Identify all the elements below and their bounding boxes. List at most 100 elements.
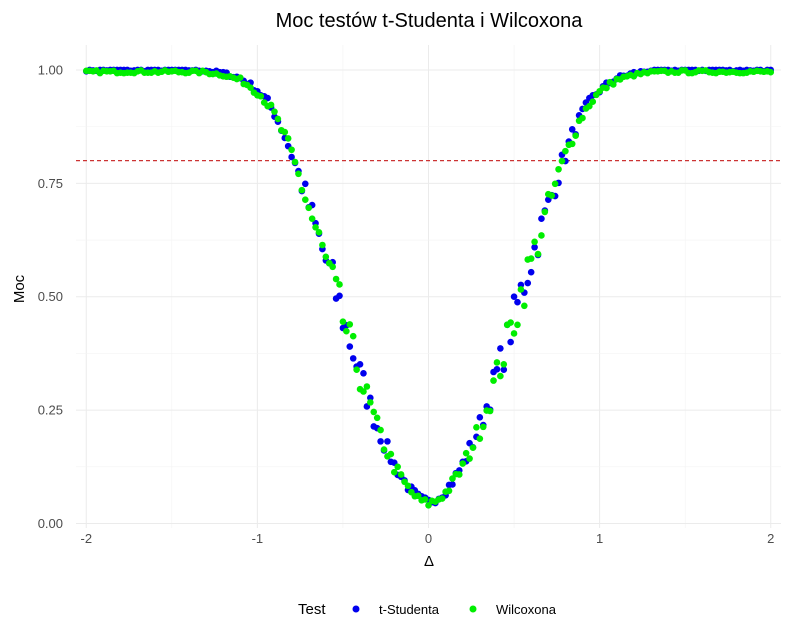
data-point	[349, 332, 357, 340]
y-axis-title: Moc	[11, 274, 28, 303]
data-point	[264, 94, 271, 102]
data-point	[517, 281, 525, 289]
data-point	[339, 318, 347, 325]
legend-key	[469, 605, 477, 613]
data-point	[459, 460, 467, 467]
data-point	[329, 263, 336, 271]
data-point	[767, 68, 775, 76]
data-point	[510, 330, 518, 337]
data-point	[531, 238, 538, 246]
data-point	[387, 450, 395, 458]
x-tick-label: -2	[80, 531, 92, 546]
data-point	[476, 435, 484, 442]
legend-title: Test	[298, 601, 326, 618]
data-point	[346, 343, 354, 350]
data-point	[568, 126, 576, 133]
data-point	[562, 147, 569, 155]
data-point	[332, 275, 340, 283]
data-point	[466, 455, 473, 462]
data-point	[449, 475, 456, 482]
data-point	[500, 360, 508, 368]
data-point	[247, 84, 254, 91]
data-point	[301, 196, 309, 203]
data-point	[397, 471, 405, 478]
data-point	[579, 114, 586, 122]
chart-title: Moc testów t-Studenta i Wilcoxona	[276, 10, 584, 32]
data-point	[274, 115, 282, 123]
data-point	[534, 250, 542, 258]
data-point	[312, 224, 319, 231]
data-point	[568, 140, 576, 148]
data-point	[476, 414, 484, 421]
data-point	[295, 170, 302, 178]
data-point	[346, 321, 354, 328]
data-point	[394, 463, 401, 471]
data-point	[384, 438, 391, 445]
data-point	[479, 423, 487, 431]
data-point	[538, 215, 545, 222]
data-point	[404, 482, 412, 490]
data-point	[356, 360, 364, 368]
data-point	[610, 81, 617, 88]
data-point	[572, 132, 579, 140]
data-point	[586, 102, 593, 110]
data-point	[558, 157, 566, 165]
data-point	[541, 208, 549, 216]
data-point	[521, 302, 528, 310]
data-point	[555, 165, 562, 173]
data-point	[288, 146, 295, 154]
x-axis-title: Δ	[424, 553, 434, 570]
data-point	[493, 359, 501, 366]
data-point	[507, 319, 514, 326]
data-point	[377, 426, 384, 434]
data-point	[414, 492, 422, 500]
data-point	[305, 204, 313, 212]
data-point	[507, 338, 514, 346]
data-point	[390, 468, 398, 476]
data-point	[360, 388, 367, 395]
data-point	[493, 365, 501, 373]
data-point	[438, 495, 446, 502]
data-point	[514, 298, 521, 306]
data-point	[236, 74, 244, 81]
data-point	[425, 502, 432, 509]
data-point	[257, 92, 265, 100]
data-point	[349, 355, 357, 362]
data-point	[284, 135, 292, 142]
data-point	[589, 98, 597, 105]
x-tick-label: 0	[425, 531, 432, 546]
legend-label: t-Studenta	[379, 602, 440, 617]
data-point	[510, 293, 518, 301]
data-point	[322, 253, 330, 261]
data-point	[551, 180, 559, 188]
data-point	[469, 444, 477, 452]
data-point	[288, 153, 295, 161]
data-point	[538, 232, 545, 239]
data-point	[456, 471, 463, 478]
data-point	[291, 158, 299, 166]
data-point	[336, 281, 343, 288]
data-point	[527, 268, 535, 276]
data-point	[281, 128, 289, 136]
data-point	[360, 370, 367, 377]
y-tick-label: 0.75	[38, 176, 63, 191]
data-point	[524, 279, 532, 287]
data-point	[315, 229, 323, 236]
data-point	[490, 377, 497, 384]
data-point	[308, 215, 316, 222]
data-point	[497, 372, 504, 380]
data-point	[445, 487, 453, 495]
data-point	[603, 84, 610, 92]
data-point	[486, 407, 494, 415]
data-point	[343, 327, 350, 335]
data-point	[531, 243, 538, 251]
legend: Test t-Studenta Wilcoxona	[298, 601, 557, 618]
y-tick-label: 0.00	[38, 516, 63, 531]
data-point	[319, 241, 326, 249]
data-point	[373, 414, 381, 422]
data-point	[500, 366, 508, 374]
legend-label: Wilcoxona	[496, 602, 557, 617]
data-point	[497, 345, 504, 352]
data-point	[473, 424, 480, 431]
